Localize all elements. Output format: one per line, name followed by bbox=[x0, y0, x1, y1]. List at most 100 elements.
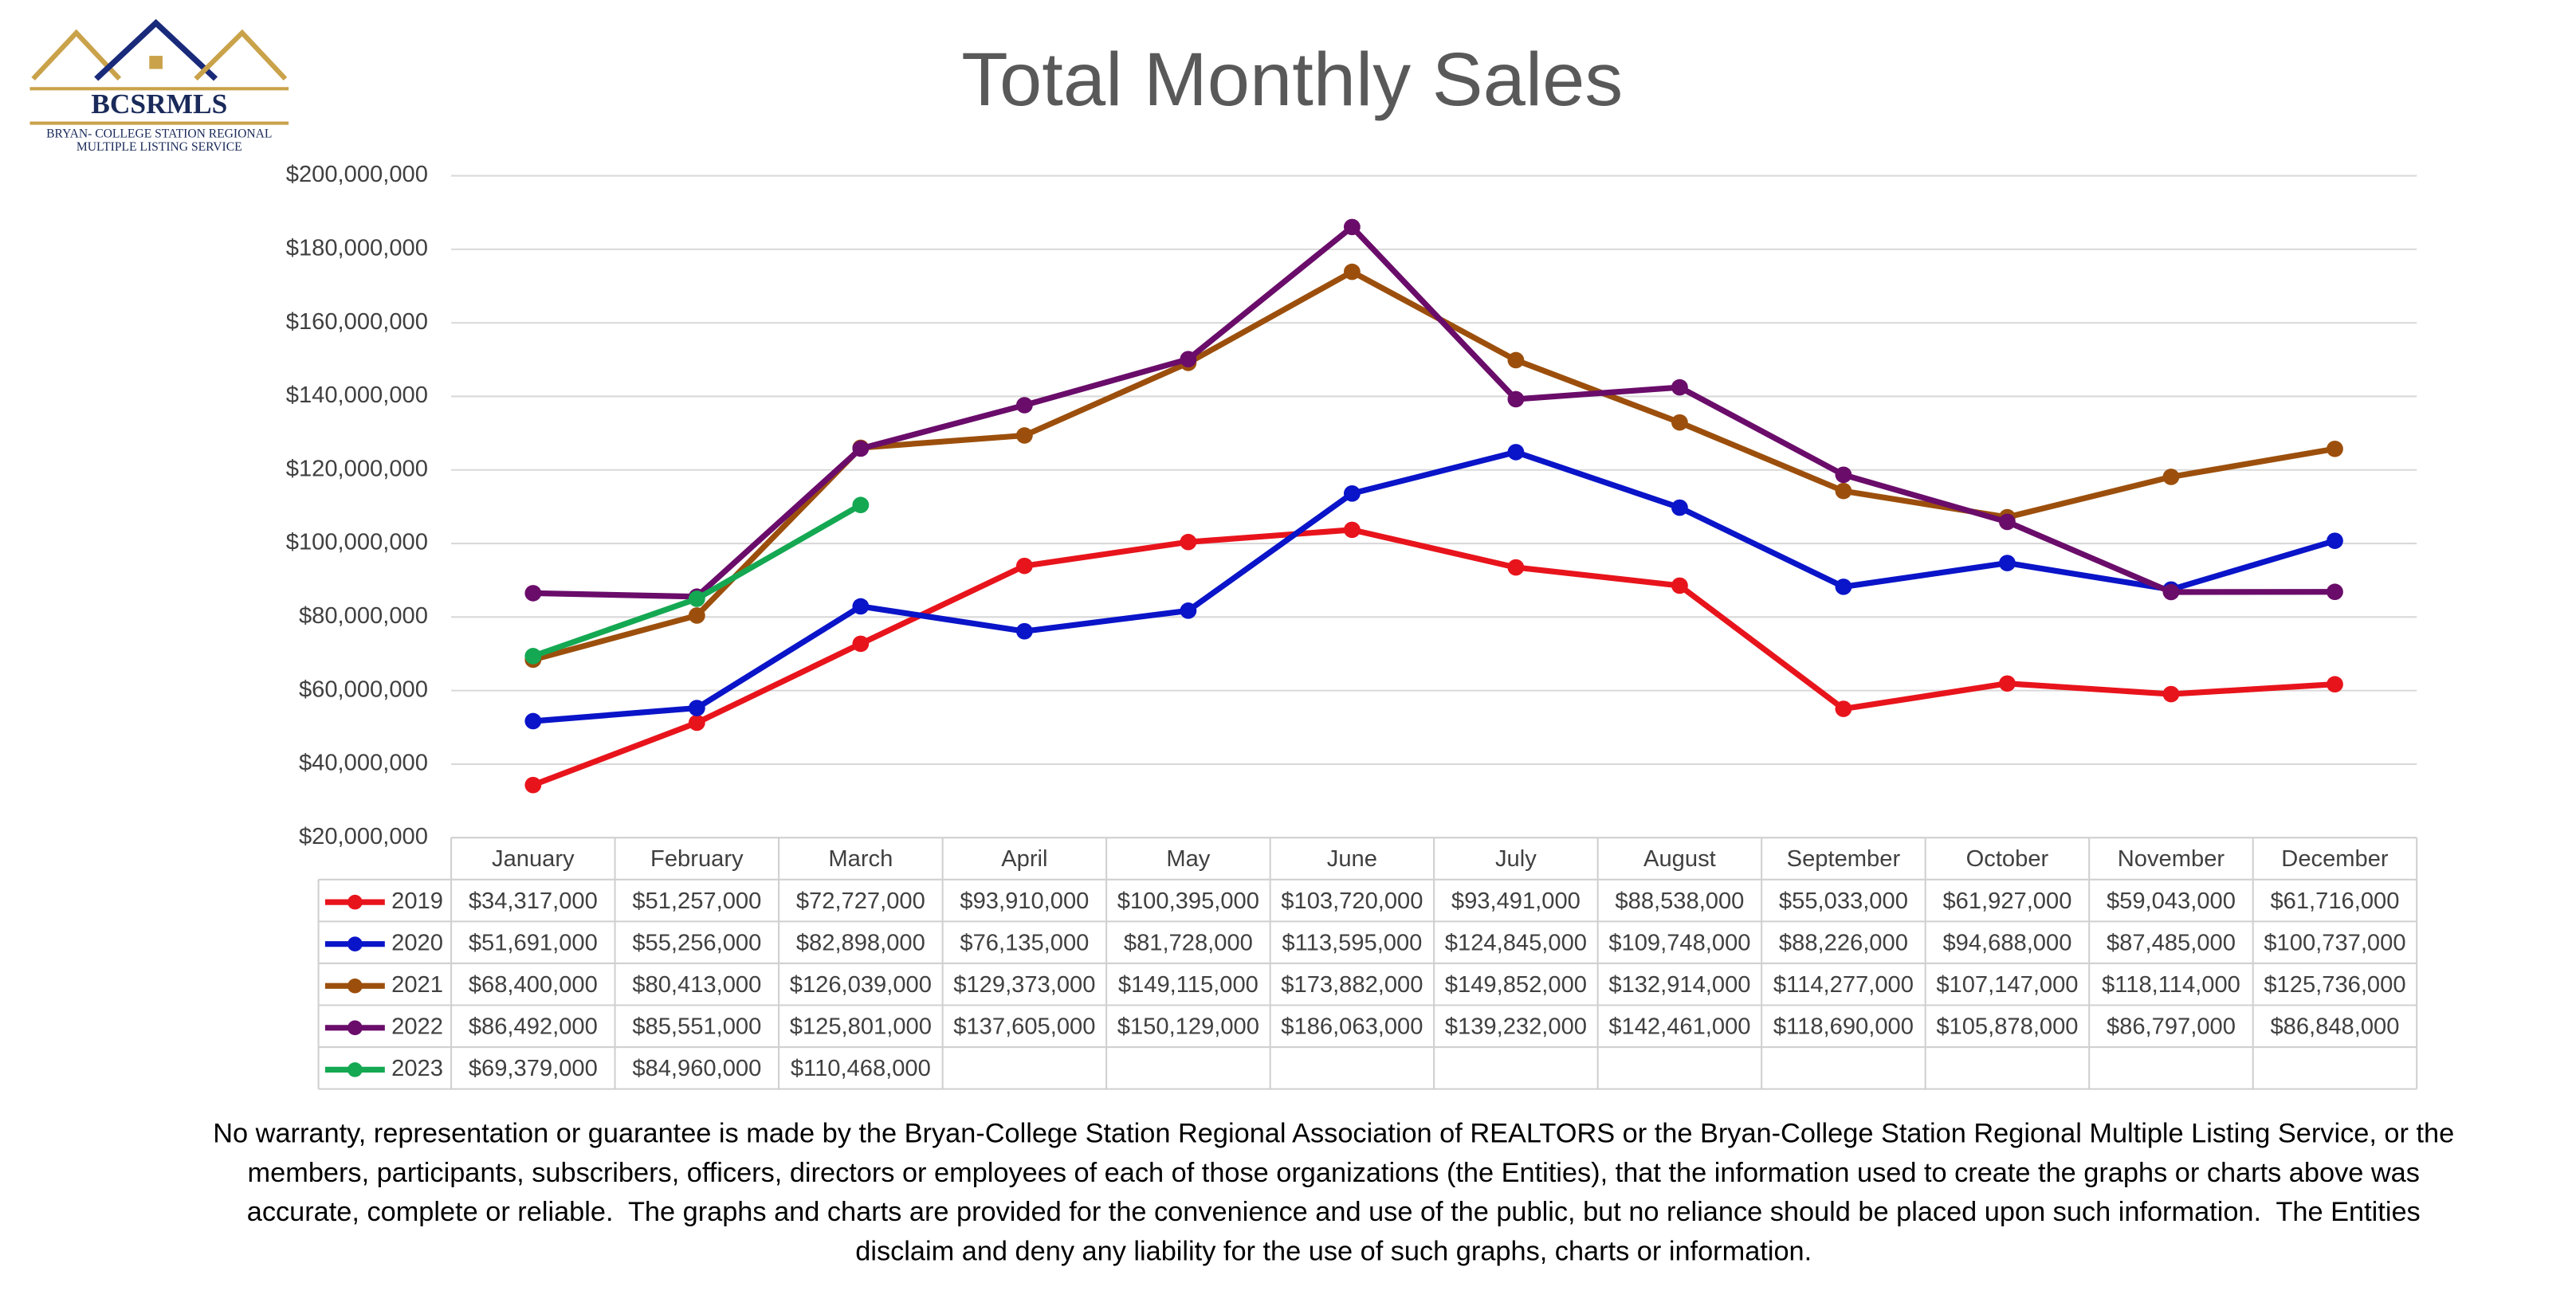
x-tick-label: April bbox=[1001, 846, 1047, 872]
table-value: $86,797,000 bbox=[2107, 1014, 2236, 1040]
data-point bbox=[1343, 521, 1361, 539]
table-value: $114,277,000 bbox=[1773, 972, 1914, 998]
data-point bbox=[2162, 685, 2180, 703]
legend-marker bbox=[347, 936, 363, 951]
table-value: $132,914,000 bbox=[1608, 972, 1750, 998]
table-value: $93,910,000 bbox=[960, 888, 1089, 914]
table-value: $125,801,000 bbox=[790, 1014, 932, 1040]
table-value: $61,716,000 bbox=[2270, 888, 2399, 914]
table-value: $61,927,000 bbox=[1942, 888, 2071, 914]
data-point bbox=[1835, 466, 1852, 484]
table-value: $85,551,000 bbox=[632, 1014, 761, 1040]
legend-label: 2019 bbox=[391, 888, 443, 914]
data-point bbox=[1835, 482, 1852, 500]
y-tick-label: $120,000,000 bbox=[286, 456, 428, 481]
data-point bbox=[524, 585, 542, 602]
table-value: $51,257,000 bbox=[632, 888, 761, 914]
data-point bbox=[852, 496, 870, 514]
table-value: $124,845,000 bbox=[1445, 930, 1587, 955]
series-line bbox=[532, 449, 2336, 724]
table-value: $80,413,000 bbox=[632, 972, 761, 998]
table-value: $139,232,000 bbox=[1445, 1014, 1587, 1040]
data-point bbox=[1507, 390, 1525, 408]
data-point bbox=[688, 590, 705, 607]
table-value: $55,256,000 bbox=[632, 930, 761, 955]
table-value: $186,063,000 bbox=[1281, 1014, 1423, 1040]
y-tick-label: $20,000,000 bbox=[299, 824, 428, 849]
data-point bbox=[1671, 414, 1688, 431]
table-value: $72,727,000 bbox=[796, 888, 925, 914]
series-line bbox=[532, 224, 2335, 600]
legend-label: 2022 bbox=[391, 1014, 443, 1040]
data-point bbox=[524, 648, 542, 665]
logo-roof bbox=[94, 18, 218, 81]
data-point bbox=[1343, 484, 1361, 502]
y-tick-label: $160,000,000 bbox=[286, 309, 428, 335]
table-value: $68,400,000 bbox=[469, 972, 598, 998]
data-point bbox=[1507, 559, 1525, 576]
data-point bbox=[688, 714, 705, 732]
table-value: $59,043,000 bbox=[2107, 888, 2236, 914]
data-point bbox=[852, 440, 870, 457]
data-point bbox=[852, 598, 870, 615]
table-value: $94,688,000 bbox=[1942, 930, 2071, 955]
data-point bbox=[688, 607, 705, 624]
legend-label: 2020 bbox=[391, 930, 443, 955]
series-line bbox=[532, 527, 2335, 788]
y-tick-label: $40,000,000 bbox=[299, 751, 428, 776]
x-tick-label: May bbox=[1166, 846, 1211, 872]
table-value: $118,690,000 bbox=[1773, 1014, 1914, 1040]
x-tick-label: August bbox=[1643, 846, 1716, 872]
data-point bbox=[688, 700, 705, 716]
data-point bbox=[1015, 557, 1033, 575]
table-value: $82,898,000 bbox=[796, 930, 925, 955]
y-tick-label: $80,000,000 bbox=[299, 603, 428, 629]
data-point bbox=[2327, 440, 2343, 457]
table-value: $88,538,000 bbox=[1615, 888, 1744, 914]
data-point bbox=[852, 635, 870, 653]
data-point bbox=[2327, 583, 2343, 601]
table-value: $113,595,000 bbox=[1282, 930, 1422, 955]
table-value: $109,748,000 bbox=[1608, 930, 1750, 955]
data-point bbox=[1015, 622, 1033, 640]
table-value: $137,605,000 bbox=[953, 1014, 1095, 1040]
table-value: $93,491,000 bbox=[1451, 888, 1581, 914]
data-point bbox=[1507, 444, 1525, 461]
table-value: $125,736,000 bbox=[2264, 972, 2405, 998]
table-value: $34,317,000 bbox=[469, 888, 598, 914]
y-tick-label: $100,000,000 bbox=[286, 530, 428, 555]
data-point bbox=[524, 712, 542, 730]
table-value: $103,720,000 bbox=[1281, 888, 1423, 914]
x-tick-label: January bbox=[492, 846, 575, 872]
table-value: $173,882,000 bbox=[1281, 972, 1423, 998]
data-point bbox=[1835, 579, 1852, 595]
disclaimer-line: accurate, complete or reliable. The grap… bbox=[247, 1197, 2421, 1227]
table-value: $84,960,000 bbox=[632, 1056, 761, 1081]
table-value: $149,852,000 bbox=[1445, 972, 1587, 998]
table-value: $87,485,000 bbox=[2107, 930, 2236, 955]
data-point bbox=[1343, 263, 1361, 280]
data-point bbox=[2327, 532, 2343, 549]
data-point bbox=[1671, 379, 1688, 396]
data-point bbox=[1835, 700, 1852, 717]
data-point bbox=[524, 776, 542, 794]
table-value: $51,691,000 bbox=[469, 930, 598, 955]
data-point bbox=[2327, 676, 2343, 693]
x-tick-label: July bbox=[1495, 846, 1537, 872]
logo-window bbox=[149, 56, 163, 69]
x-tick-label: September bbox=[1787, 846, 1901, 872]
data-point bbox=[1999, 675, 2016, 692]
chart-title: Total Monthly Sales bbox=[961, 38, 1623, 122]
y-tick-label: $60,000,000 bbox=[299, 677, 428, 702]
table-value: $69,379,000 bbox=[469, 1056, 598, 1081]
data-point bbox=[1671, 499, 1688, 516]
table-value: $142,461,000 bbox=[1608, 1014, 1750, 1040]
table-value: $129,373,000 bbox=[953, 972, 1095, 998]
legend-marker bbox=[347, 978, 363, 994]
data-point bbox=[1999, 555, 2016, 571]
table-value: $81,728,000 bbox=[1124, 930, 1253, 955]
legend-label: 2023 bbox=[391, 1056, 443, 1081]
x-tick-label: February bbox=[650, 846, 744, 872]
